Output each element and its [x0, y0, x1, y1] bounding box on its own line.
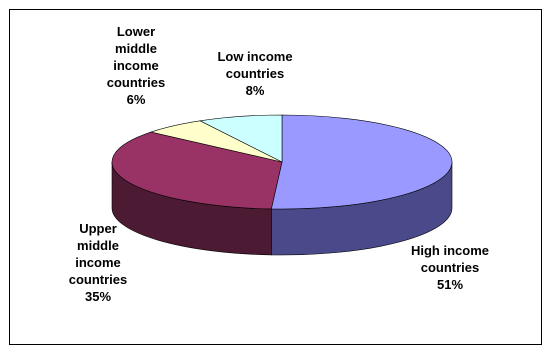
pie-chart	[111, 114, 453, 256]
chart-frame: High income countries 51% Upper middle i…	[9, 9, 542, 345]
pie-slice-low-income-countries	[199, 114, 283, 163]
slice-label-lower-middle-income: Lower middle income countries 6%	[106, 24, 166, 107]
pie-slice-high-income-countries	[270, 114, 453, 210]
pie-slice-upper-middle-income-countries	[111, 131, 283, 210]
slice-label-high-income: High income countries 51%	[410, 243, 489, 292]
slice-label-upper-middle-income: Upper middle income countries 35%	[68, 221, 128, 304]
slice-label-low-income: Low income countries 8%	[217, 49, 293, 98]
